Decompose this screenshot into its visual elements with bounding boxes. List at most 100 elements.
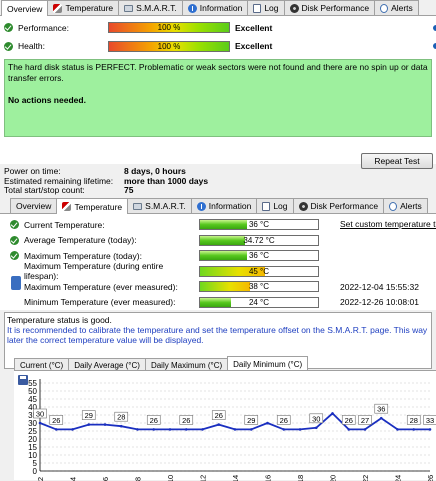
temperature-value: 34.72 °C <box>200 236 318 246</box>
second-tab-log[interactable]: Log <box>256 198 293 213</box>
top-tab-temperature[interactable]: Temperature <box>47 0 119 15</box>
data-point <box>201 428 204 431</box>
overview-panel: Performance: 100 % Excellent Health: 100… <box>0 16 436 164</box>
data-point <box>380 417 383 420</box>
data-point <box>104 423 107 426</box>
temperature-label: Current Temperature: <box>24 220 199 230</box>
data-point <box>412 428 415 431</box>
performance-rating: Excellent <box>235 23 272 33</box>
data-point <box>87 423 90 426</box>
data-label: 28 <box>410 416 418 425</box>
second-tab-overview[interactable]: Overview <box>10 198 57 213</box>
tab-label: Log <box>264 3 278 13</box>
data-label: 26 <box>215 411 223 420</box>
tab-label: Alerts <box>400 201 422 211</box>
blank-icon <box>10 267 19 276</box>
temperature-bar: 38 °C <box>199 281 319 292</box>
x-tick-label: 4 <box>69 477 78 481</box>
tab-label: Disk Performance <box>311 201 379 211</box>
tab-label: Temperature <box>65 3 113 13</box>
startstop-value: 75 <box>124 186 432 196</box>
data-label: 28 <box>117 413 125 422</box>
data-point <box>299 428 302 431</box>
tab-label: Log <box>273 201 287 211</box>
data-label: 29 <box>85 411 93 420</box>
info-icon <box>188 4 197 13</box>
chart-tab-strip: Current (°C)Daily Average (°C)Daily Maxi… <box>14 356 307 371</box>
data-label: 26 <box>182 416 190 425</box>
second-tab-s-m-a-r-t[interactable]: S.M.A.R.T. <box>127 198 192 213</box>
data-label: 27 <box>361 416 369 425</box>
second-tab-temperature[interactable]: Temperature <box>56 198 128 214</box>
tab-label: Disk Performance <box>302 3 370 13</box>
data-point <box>282 428 285 431</box>
temperature-label: Average Temperature (today): <box>24 235 199 245</box>
tab-label: Alerts <box>391 3 413 13</box>
data-point <box>136 428 139 431</box>
performance-percent: 100 % <box>109 23 229 33</box>
temperature-row: Minimum Temperature (ever measured):24 °… <box>0 295 436 311</box>
temperature-row: Maximum Temperature (ever measured):38 °… <box>0 279 436 295</box>
disk-status-box: The hard disk status is PERFECT. Problem… <box>4 59 432 137</box>
top-tab-alerts[interactable]: Alerts <box>374 0 419 15</box>
temperature-bar: 24 °C <box>199 297 319 308</box>
data-label: 29 <box>247 416 255 425</box>
second-tab-disk-performance[interactable]: Disk Performance <box>293 198 385 213</box>
tab-label: S.M.A.R.T. <box>136 3 177 13</box>
data-point <box>55 428 58 431</box>
top-tab-s-m-a-r-t[interactable]: S.M.A.R.T. <box>118 0 183 15</box>
data-label: 33 <box>426 416 434 425</box>
x-tick-label: 18 <box>296 475 305 481</box>
data-point <box>169 428 172 431</box>
tab-label: Information <box>200 3 243 13</box>
temperature-value: 24 °C <box>200 298 318 308</box>
x-tick-label: 22 <box>361 475 370 481</box>
performance-label: Performance: <box>18 23 108 33</box>
temperature-bar: 45 °C <box>199 266 319 277</box>
lifetime-value: more than 1000 days <box>124 177 432 187</box>
data-point <box>185 428 188 431</box>
repeat-test-button[interactable]: Repeat Test <box>361 153 433 169</box>
info-icon <box>197 202 206 211</box>
temperature-panel: Set custom temperature thre Current Temp… <box>0 214 436 310</box>
blank-icon <box>10 282 19 291</box>
alerts-icon <box>389 202 397 211</box>
chart-tab-3[interactable]: Daily Minimum (°C) <box>227 356 308 371</box>
health-percent: 100 % <box>109 42 229 52</box>
data-label: 30 <box>36 410 44 419</box>
top-tab-information[interactable]: Information <box>182 0 249 15</box>
temperature-label: Maximum Temperature (ever measured): <box>24 282 199 292</box>
temperature-label: Minimum Temperature (ever measured): <box>24 297 199 307</box>
blank-icon <box>10 298 19 307</box>
second-tab-alerts[interactable]: Alerts <box>383 198 428 213</box>
thermometer-icon <box>62 202 71 211</box>
log-icon <box>262 202 270 211</box>
top-tab-overview[interactable]: Overview <box>1 0 48 16</box>
data-point <box>71 428 74 431</box>
data-point <box>396 428 399 431</box>
data-point <box>152 428 155 431</box>
data-label: 26 <box>52 416 60 425</box>
x-tick-label: 16 <box>264 475 273 481</box>
data-point <box>315 427 318 430</box>
log-icon <box>253 4 261 13</box>
x-tick-label: 8 <box>134 477 143 481</box>
top-tab-log[interactable]: Log <box>247 0 284 15</box>
top-tab-disk-performance[interactable]: Disk Performance <box>284 0 376 15</box>
temperature-row: Maximum Temperature (during entire lifes… <box>0 264 436 280</box>
x-tick-label: 24 <box>394 475 403 481</box>
health-rating: Excellent <box>235 41 272 51</box>
second-tab-information[interactable]: Information <box>191 198 258 213</box>
tab-label: Information <box>209 201 252 211</box>
temperature-status-line: Temperature status is good. <box>7 315 429 325</box>
performance-row: Performance: 100 % Excellent <box>0 16 436 36</box>
data-point <box>364 428 367 431</box>
ok-check-icon <box>4 42 13 51</box>
data-point <box>331 412 334 415</box>
data-point <box>429 428 432 431</box>
status-message: The hard disk status is PERFECT. Problem… <box>8 62 428 84</box>
y-tick-label: 0 <box>33 467 38 476</box>
data-point <box>217 423 220 426</box>
